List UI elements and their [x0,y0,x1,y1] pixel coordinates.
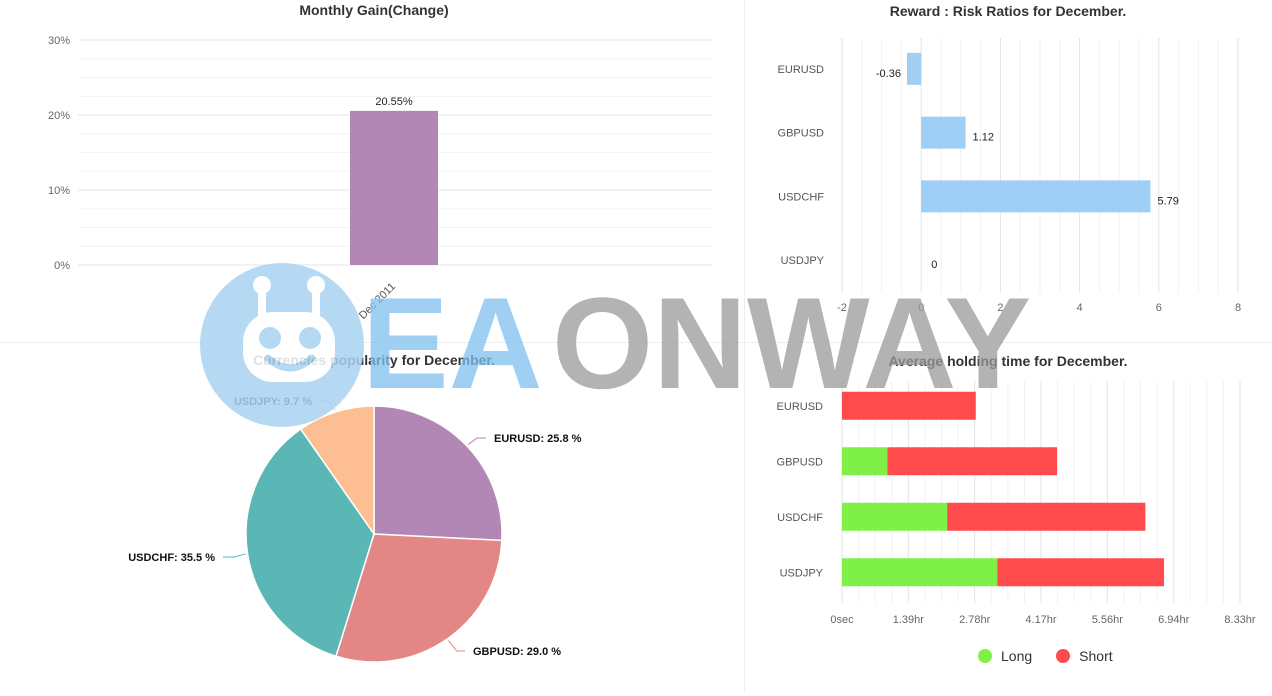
reward-risk-title: Reward : Risk Ratios for December. [890,3,1127,19]
x-tick-label: -2 [837,302,847,314]
x-tick-label: 0 [918,302,924,314]
pie-label-eurusd: EURUSD: 25.8 % [494,433,582,445]
x-tick-label: 1.39hr [893,614,925,626]
y-category-label: EURUSD [777,401,824,413]
pie-connector-eurusd [467,437,486,445]
pie-connector-usdjpy [320,400,336,411]
x-tick-label: 0sec [830,614,854,626]
pie-label-usdjpy: USDJPY: 9.7 % [234,396,312,408]
x-tick-label: 2.78hr [959,614,991,626]
popularity-pie-chart: Currencies popularity for December. EURU… [128,352,582,663]
panel-divider-horizontal [0,342,1272,343]
bar-gbpusd-short [887,447,1058,476]
bar-usdchf-long [842,502,948,531]
y-category-label: USDCHF [778,191,824,203]
holding-time-title: Average holding time for December. [888,353,1127,369]
x-tick-label: 4 [1077,302,1083,314]
bar-data-label: 1.12 [973,132,994,144]
y-category-label: GBPUSD [777,456,824,468]
legend-dot-long [978,649,992,663]
x-tick-label: 8.33hr [1224,614,1256,626]
y-tick-label: 30% [48,35,70,47]
bar-usdjpy-short [997,558,1165,587]
popularity-title: Currencies popularity for December. [253,352,495,368]
legend-item-long[interactable]: Long [978,648,1032,664]
pie-label-usdchf: USDCHF: 35.5 % [128,552,215,564]
bar-gbpusd-long [842,447,888,476]
y-category-label: USDCHF [777,512,823,524]
bar-eurusd [906,52,922,85]
x-tick-label: 6 [1156,302,1162,314]
pie-slice-usdchf [245,428,375,658]
bar-usdjpy-long [842,558,998,587]
pie-connector-gbpusd [448,640,465,652]
bar-gbpusd [921,116,966,149]
y-tick-label: 10% [48,185,70,197]
holding-time-chart: Average holding time for December. 0sec 1… [777,353,1256,626]
bar-usdchf-short [947,502,1146,531]
pie-slice-eurusd [373,405,503,542]
legend-dot-short [1056,649,1071,663]
bar-usdchf [921,180,1151,213]
holding-legend: Long Short [978,648,1113,664]
legend-label-short: Short [1079,648,1113,664]
reward-risk-chart: Reward : Risk Ratios for December. -2 0 2 4… [778,3,1242,314]
legend-label-long: Long [1001,648,1033,664]
pie-label-gbpusd: GBPUSD: 29.0 % [473,646,561,658]
y-category-label: USDJPY [781,255,825,267]
bar-data-label: 0 [931,259,937,271]
y-category-label: USDJPY [780,567,824,579]
monthly-gain-chart: Monthly Gain(Change) 0% 10% 20% 30% 20.55% De… [48,2,712,322]
x-tick-label: 8 [1235,302,1241,314]
y-category-label: EURUSD [778,64,825,76]
bar-data-label: 20.55% [375,96,413,108]
pie-slice-gbpusd [335,533,503,663]
y-category-label: GBPUSD [778,128,825,140]
pie-connector-usdchf [223,553,246,558]
x-tick-label: 6.94hr [1158,614,1190,626]
x-tick-label: 4.17hr [1025,614,1057,626]
bar-eurusd-short [842,391,976,420]
bar-dec-2011 [350,110,438,265]
monthly-gain-title: Monthly Gain(Change) [299,2,448,18]
legend-item-short[interactable]: Short [1056,648,1113,664]
panel-divider-vertical [744,0,745,691]
y-tick-label: 20% [48,110,70,122]
holding-time-panel: Average holding time for December. 0sec 1… [745,343,1272,691]
x-tick-label: 5.56hr [1092,614,1124,626]
x-category-label: Dec 2011 [357,281,398,322]
y-tick-label: 0% [54,260,70,272]
x-tick-label: 2 [997,302,1003,314]
reward-risk-panel: Reward : Risk Ratios for December. -2 0 2 4… [745,0,1272,342]
monthly-gain-panel: Monthly Gain(Change) 0% 10% 20% 30% 20.55% De… [0,0,744,342]
bar-data-label: -0.36 [876,68,901,80]
popularity-panel: Currencies popularity for December. EURU… [0,343,744,691]
bar-data-label: 5.79 [1157,195,1178,207]
